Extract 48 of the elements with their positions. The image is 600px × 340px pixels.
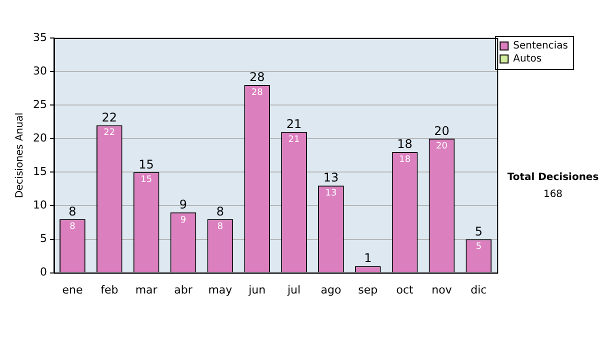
legend-label: Sentencias <box>513 40 568 52</box>
total-label: 8 <box>68 204 76 218</box>
y-tick-label: 30 <box>32 64 47 78</box>
total-label: 28 <box>249 70 265 84</box>
y-tick-label: 25 <box>32 98 47 111</box>
x-tick-label: ago <box>320 283 342 296</box>
data-label: 21 <box>288 134 300 145</box>
x-tick-label: jul <box>286 283 301 296</box>
total-label: 21 <box>286 117 302 132</box>
data-label: 15 <box>140 175 152 186</box>
y-tick-label: 35 <box>32 30 47 44</box>
total-label: 15 <box>138 157 154 172</box>
x-tick-label: may <box>208 283 233 296</box>
y-tick-label: 0 <box>40 266 47 279</box>
legend-label: Autos <box>513 54 542 65</box>
total-label: 9 <box>179 198 188 212</box>
x-tick-label: sep <box>358 283 378 296</box>
total-label: 22 <box>102 110 118 124</box>
x-tick-label: abr <box>174 283 193 296</box>
x-tick-label: oct <box>396 283 414 296</box>
data-label: 8 <box>217 222 224 232</box>
data-label: 18 <box>399 154 411 165</box>
total-label: 8 <box>216 204 224 218</box>
x-tick-label: mar <box>135 283 158 296</box>
text: Total Decisiones <box>506 172 600 183</box>
data-label: 22 <box>104 128 116 138</box>
data-label: 28 <box>251 88 264 98</box>
total-label: 20 <box>434 124 450 138</box>
y-tick-label: 10 <box>32 198 47 212</box>
y-axis-title: Decisiones Anual <box>14 112 26 198</box>
data-label: 13 <box>325 188 337 198</box>
total-label: 18 <box>397 137 412 152</box>
data-label: 8 <box>70 222 76 232</box>
x-tick-label: feb <box>100 283 118 296</box>
x-tick-label: nov <box>432 283 452 296</box>
data-label: 9 <box>180 215 186 226</box>
x-tick-label: jun <box>248 283 266 296</box>
x-tick-label: dic <box>470 283 487 296</box>
total-label: 13 <box>323 170 339 185</box>
data-label: 20 <box>436 141 448 152</box>
y-tick-label: 20 <box>32 131 47 144</box>
total-label: 5 <box>474 224 482 238</box>
x-tick-label: ene <box>62 283 83 296</box>
total-label: 1 <box>364 251 372 266</box>
data-label: 5 <box>476 242 482 252</box>
y-tick-label: 15 <box>32 165 47 178</box>
y-tick-label: 5 <box>40 232 47 246</box>
text: 168 <box>542 189 564 200</box>
